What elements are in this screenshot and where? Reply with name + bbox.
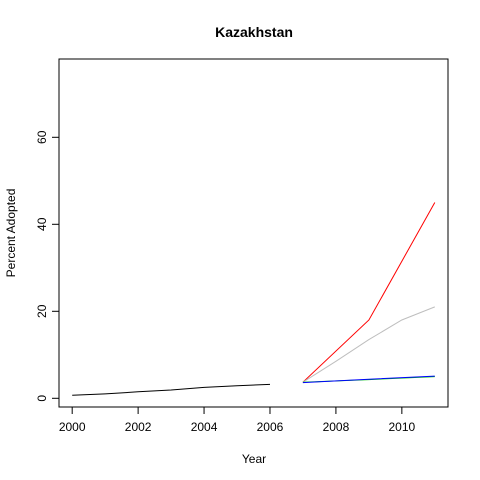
y-axis: 0 20 40 60: [35, 130, 60, 402]
x-axis: 2000 2002 2004 2006 2008 2010: [59, 406, 416, 434]
series-line-4: [302, 375, 435, 384]
y-tick-label: 20: [35, 304, 49, 318]
y-tick-label: 40: [35, 217, 49, 231]
x-axis-label: Year: [242, 452, 266, 466]
y-axis-label: Percent Adopted: [4, 189, 18, 278]
x-tick-label: 2000: [59, 420, 86, 434]
x-tick-label: 2010: [388, 420, 415, 434]
y-tick-label: 60: [35, 130, 49, 144]
x-tick-label: 2008: [323, 420, 350, 434]
series-line-2: [302, 306, 435, 383]
x-tick-label: 2006: [257, 420, 284, 434]
chart-title: Kazakhstan: [215, 24, 293, 40]
plot-frame: [58, 58, 449, 408]
series-line-0: [72, 383, 271, 396]
series-layer: [72, 202, 436, 396]
x-tick-label: 2004: [191, 420, 218, 434]
x-tick-label: 2002: [125, 420, 152, 434]
y-tick-label: 0: [35, 395, 49, 402]
series-line-1: [302, 202, 436, 383]
